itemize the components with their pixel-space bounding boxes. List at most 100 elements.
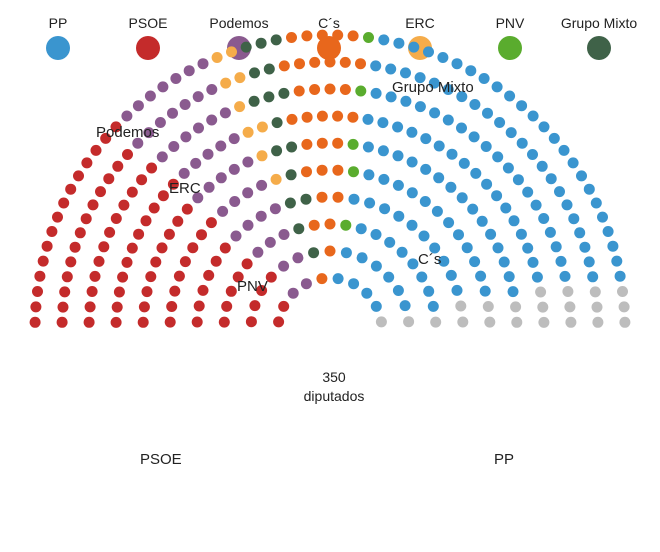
seat-podemos [190,157,202,169]
seat-c-s [316,110,328,122]
seat-podemos [256,179,268,191]
seat-pp [443,217,455,229]
seat-pp [378,173,390,185]
seat-grupo-mixto [278,87,290,99]
seat-psoe [100,132,112,144]
legend-label-pnv: PNV [495,15,525,31]
seat-c-s [339,84,351,95]
seat-psoe [193,300,205,312]
seat-pp [558,144,570,156]
seat-c-s [332,137,344,149]
seat-podemos [300,278,312,290]
seat-podemos [278,260,290,272]
seat-pp [433,172,445,184]
seat-grupo-mixto [255,37,267,49]
seat-psoe [29,316,41,328]
seat-psoe [140,215,152,227]
seat-pp [392,150,404,162]
seat-pp [527,256,539,268]
seat-psoe [166,301,178,312]
seat-pp [423,285,435,297]
seat-c-s [301,30,313,42]
seat-unassigned [562,286,574,297]
seat-pp [485,228,497,240]
seat-c-s [309,56,321,68]
seat-pp [453,229,464,241]
seat-c-s [347,111,359,123]
seat-pp [431,205,443,217]
legend-swatch-grupo-mixto [587,36,611,60]
seat-pp [438,255,450,267]
seat-psoe [74,227,86,239]
seat-pp [437,52,449,63]
seat-c-s [309,84,321,95]
seat-podemos [132,137,144,149]
seat-psoe [90,144,102,156]
seat-unassigned [457,316,469,328]
seat-psoe [65,183,77,195]
seat-psoe [117,271,129,283]
seat-psoe [138,301,150,313]
seat-pp [348,193,360,205]
seat-podemos [219,107,231,119]
legend-item-psoe: PSOE [98,14,198,60]
label-pp: PP [494,451,515,468]
seat-pp [515,228,527,240]
seat-pp [423,46,434,58]
seat-erc [220,77,232,89]
legend-swatch-psoe [136,36,160,60]
seat-grupo-mixto [240,41,252,53]
seat-podemos [228,163,240,175]
seat-pp [568,213,580,225]
seat-pp [538,121,550,133]
legend-label-podemos: Podemos [209,15,269,31]
legend-label-pp: PP [48,15,68,31]
seat-podemos [178,167,190,179]
seat-psoe [157,190,169,202]
seat-pp [445,269,457,281]
seat-c-s [286,32,297,43]
seat-pp [362,113,374,125]
seat-pp [456,192,468,204]
seat-pp [500,202,512,214]
seat-c-s [339,56,351,68]
seat-pp [548,132,560,144]
seat-erc [270,173,282,185]
legend-swatch-pnv [498,36,522,60]
seat-psoe [249,300,261,312]
seat-podemos [264,236,276,248]
seat-psoe [118,199,130,211]
seat-psoe [203,269,215,281]
seat-pp [433,140,445,152]
seat-psoe [126,242,138,254]
seat-podemos [215,172,227,184]
seat-podemos [154,117,166,128]
seat-psoe [110,213,122,224]
legend-label-psoe: PSOE [128,15,168,31]
seat-psoe [57,301,69,313]
seat-podemos [215,140,227,152]
seat-pp [396,246,408,258]
seat-pp [475,270,487,282]
seat-podemos [242,187,254,199]
seat-pp [512,174,524,186]
seat-unassigned [535,286,547,298]
seat-psoe [150,256,162,268]
seat-psoe [164,316,176,328]
seat-psoe [163,228,175,240]
seat-podemos [242,156,254,168]
seat-pnv [347,138,359,150]
seat-c-s [316,137,328,149]
seat-grupo-mixto [270,34,282,46]
seat-podemos [255,210,267,222]
seat-grupo-mixto [263,63,275,75]
seat-psoe [81,157,93,169]
seat-psoe [111,301,123,313]
seat-pp [494,117,506,128]
seat-pp [502,162,514,174]
seat-unassigned [564,301,576,313]
seat-pp [607,240,619,252]
seat-c-s [301,111,313,123]
seat-psoe [210,255,222,267]
seat-psoe [126,186,138,198]
